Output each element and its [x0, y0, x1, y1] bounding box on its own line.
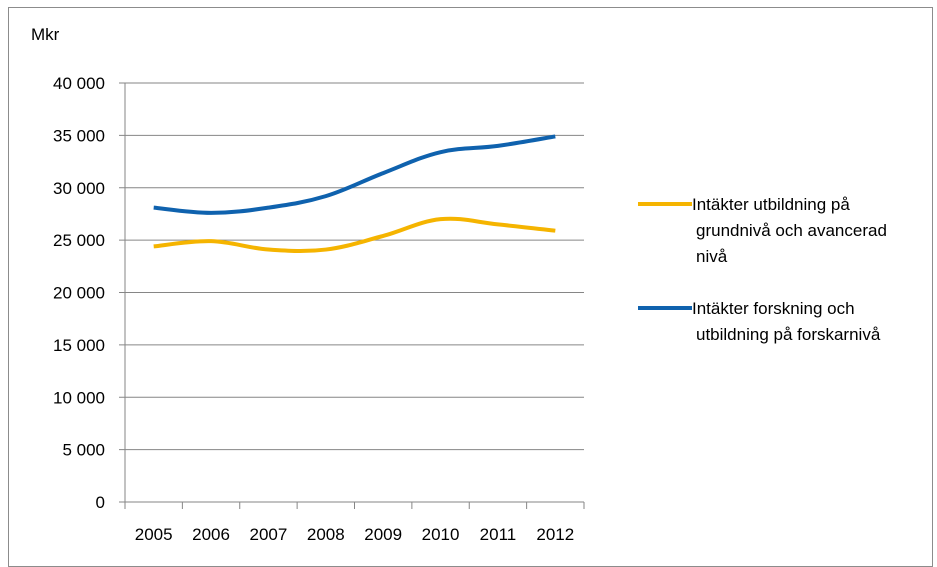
x-tick-label: 2011	[480, 525, 517, 544]
x-tick-label: 2007	[250, 525, 288, 544]
tick-labels: 0 5 000 10 000 15 000 20 000 25 000 30 000 35 0…	[53, 74, 574, 544]
legend-label-0: nivå	[696, 247, 728, 266]
y-tick-label: 0	[96, 493, 105, 512]
y-tick-label: 10 000	[53, 388, 105, 407]
series-lines	[153, 134, 556, 254]
x-tick-label: 2005	[135, 525, 173, 544]
legend: Intäkter utbildning på grundnivå och avan…	[638, 195, 887, 344]
y-tick-label: 20 000	[53, 284, 105, 303]
y-axis-unit-label: Mkr	[31, 25, 60, 44]
x-tick-label: 2009	[364, 525, 402, 544]
legend-label-1: utbildning på forskarnivå	[696, 325, 881, 344]
gridlines	[125, 82, 584, 451]
legend-label-1: Intäkter forskning och	[692, 299, 855, 318]
y-tick-label: 35 000	[53, 126, 105, 145]
y-tick-label: 30 000	[53, 179, 105, 198]
y-tick-label: 40 000	[53, 74, 105, 93]
x-tick-label: 2010	[422, 525, 460, 544]
y-tick-label: 5 000	[62, 441, 105, 460]
x-tick-label: 2008	[307, 525, 345, 544]
axes	[119, 82, 585, 509]
series-line-1	[153, 134, 556, 215]
series-line-0	[153, 216, 556, 254]
x-tick-label: 2006	[192, 525, 230, 544]
x-tick-label: 2012	[536, 525, 574, 544]
y-tick-label: 15 000	[53, 336, 105, 355]
legend-label-0: Intäkter utbildning på	[692, 195, 850, 214]
legend-label-0: grundnivå och avancerad	[696, 221, 887, 240]
chart-frame	[8, 7, 933, 567]
y-tick-label: 25 000	[53, 231, 105, 250]
